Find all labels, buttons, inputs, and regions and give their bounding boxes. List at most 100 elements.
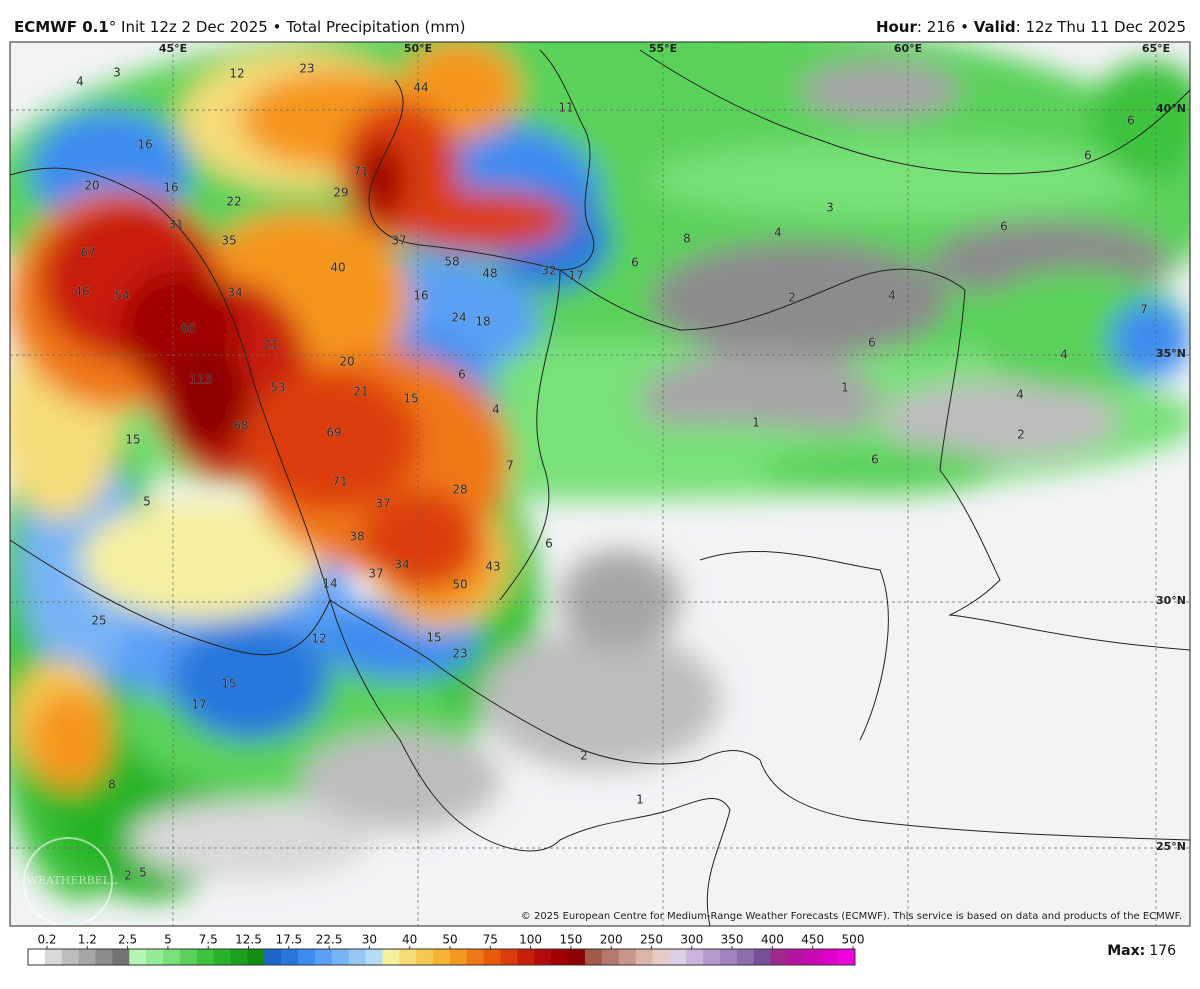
value-label: 31 <box>168 218 183 232</box>
value-label: 28 <box>452 483 467 497</box>
legend-swatch <box>416 949 434 965</box>
map-frame <box>9 41 1191 927</box>
legend-swatch <box>264 949 282 965</box>
precip-area <box>1090 60 1190 180</box>
header-left: ECMWF 0.1° Init 12z 2 Dec 2025 • Total P… <box>14 18 465 36</box>
value-label: 4 <box>774 226 782 240</box>
value-label: 21 <box>353 385 368 399</box>
value-label: 5 <box>139 866 147 880</box>
legend-swatch <box>196 949 215 965</box>
value-label: 37 <box>375 497 390 511</box>
value-label: 3 <box>113 66 121 80</box>
value-label: 34 <box>227 286 242 300</box>
precip-area <box>170 620 330 740</box>
legend-tick-label: 0.2 <box>37 933 56 947</box>
value-label: 1 <box>841 381 849 395</box>
value-label: 4 <box>1016 388 1024 402</box>
legend-swatch <box>466 949 485 965</box>
value-label: 4 <box>1060 348 1068 362</box>
legend-swatch <box>78 949 97 965</box>
hour-text: : 216 • <box>917 18 974 36</box>
legend-swatch <box>686 949 704 965</box>
value-label: 15 <box>403 392 418 406</box>
legend-swatch <box>281 949 299 965</box>
value-label: 6 <box>1000 220 1008 234</box>
value-label: 6 <box>545 537 553 551</box>
max: Max: 176 <box>1107 943 1176 959</box>
precip-area <box>240 370 420 510</box>
value-label: 2 <box>580 749 588 763</box>
precip-area <box>30 690 110 790</box>
precip-area <box>880 380 1120 460</box>
legend-swatch <box>213 949 232 965</box>
legend-tick-label: 40 <box>402 933 417 947</box>
legend-tick-label: 7.5 <box>199 933 218 947</box>
value-label: 35 <box>221 234 236 248</box>
legend-swatch <box>821 949 839 965</box>
value-label: 2 <box>1017 428 1025 442</box>
value-label: 68 <box>233 419 248 433</box>
legend-swatch <box>568 949 586 965</box>
caspian-coast <box>368 49 595 271</box>
lon-label: 65°E <box>1142 42 1170 55</box>
legend-frame <box>27 948 856 966</box>
precip-area <box>800 60 960 120</box>
value-label: 12 <box>311 632 326 646</box>
value-label: 20 <box>84 179 99 193</box>
legend-tick-label: 500 <box>842 933 865 947</box>
legend-swatch <box>838 949 856 965</box>
borders <box>10 49 1190 926</box>
legend-tick-label: 12.5 <box>235 933 262 947</box>
copyright: © 2025 European Centre for Medium-Range … <box>521 911 1182 922</box>
precip-area <box>130 800 370 880</box>
value-label: 7 <box>506 459 514 473</box>
value-label: 22 <box>226 195 241 209</box>
legend-swatch <box>146 949 164 965</box>
legend-tick-label: 350 <box>721 933 744 947</box>
value-label: 71 <box>332 475 347 489</box>
legend-swatch <box>449 949 468 965</box>
legend-swatch <box>382 949 400 965</box>
legend-swatch <box>365 949 383 965</box>
value-label: 25 <box>91 614 106 628</box>
title-bold: ECMWF 0.1 <box>14 18 109 36</box>
legend-swatch <box>61 949 80 965</box>
value-label: 2 <box>788 291 796 305</box>
legend-swatch <box>179 949 198 965</box>
legend-swatch <box>770 949 788 965</box>
precip-area <box>390 190 570 250</box>
legend-tick-label: 2.5 <box>118 933 137 947</box>
value-label: 4 <box>492 403 500 417</box>
max-value: 176 <box>1149 943 1176 959</box>
legend-swatch <box>129 949 147 965</box>
legend-tick-label: 200 <box>600 933 623 947</box>
value-label: 6 <box>1084 149 1092 163</box>
legend-swatch <box>534 949 552 965</box>
legend-swatch <box>703 949 721 965</box>
map: 45°E 50°E 55°E 60°E 65°E40°N35°N30°N25°N 43 1… <box>10 42 1190 926</box>
valid-text: : 12z Thu 11 Dec 2025 <box>1016 18 1186 36</box>
value-label: 6 <box>871 453 879 467</box>
value-label: 7 <box>1140 303 1148 317</box>
value-label: 16 <box>163 181 178 195</box>
legend-tick-label: 75 <box>483 933 498 947</box>
border-inner <box>10 539 889 741</box>
value-label: 46 <box>74 285 89 299</box>
value-label: 14 <box>322 577 337 591</box>
header-right: Hour: 216 • Valid: 12z Thu 11 Dec 2025 <box>876 18 1186 36</box>
value-label: 8 <box>683 232 691 246</box>
legend-tick-label: 50 <box>442 933 457 947</box>
lat-label: 35°N <box>1156 347 1186 360</box>
value-label: 16 <box>413 289 428 303</box>
value-label: 29 <box>333 186 348 200</box>
value-label: 6 <box>458 368 466 382</box>
legend-swatch <box>348 949 367 965</box>
hour-label: Hour <box>876 18 918 36</box>
max-label: Max: <box>1107 943 1145 959</box>
precip-field <box>10 42 1190 900</box>
watermark: WEATHERBELL <box>23 837 118 926</box>
value-label: 6 <box>1127 114 1135 128</box>
legend-swatch <box>719 949 738 965</box>
lat-label: 30°N <box>1156 594 1186 607</box>
value-label: 1 <box>752 416 760 430</box>
